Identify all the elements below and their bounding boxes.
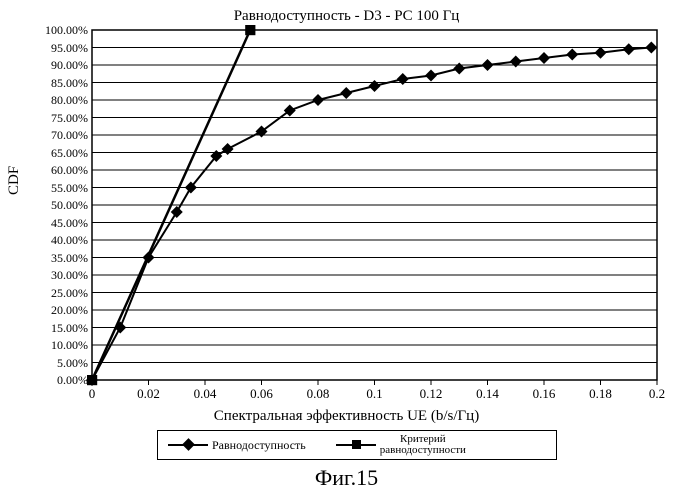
y-tick-label: 95.00% — [28, 41, 88, 56]
x-tick-label: 0.2 — [637, 386, 677, 402]
y-tick-label: 80.00% — [28, 93, 88, 108]
chart-page: { "chart": { "type": "line", "title": "Р… — [0, 0, 693, 500]
x-tick-label: 0.12 — [411, 386, 451, 402]
legend-sample-square — [336, 435, 376, 455]
x-tick-label: 0.06 — [242, 386, 282, 402]
x-tick-label: 0.16 — [524, 386, 564, 402]
x-tick-label: 0.14 — [468, 386, 508, 402]
legend-sample-diamond — [168, 435, 208, 455]
y-tick-label: 55.00% — [28, 181, 88, 196]
x-tick-label: 0.18 — [581, 386, 621, 402]
y-tick-label: 90.00% — [28, 58, 88, 73]
x-tick-label: 0.08 — [298, 386, 338, 402]
legend-box: Равнодоступность Критерий равнодоступнос… — [157, 430, 557, 460]
y-tick-label: 65.00% — [28, 146, 88, 161]
x-tick-label: 0.1 — [355, 386, 395, 402]
x-tick-label: 0 — [72, 386, 112, 402]
figure-caption: Фиг.15 — [0, 465, 693, 491]
legend-label-ravno: Равнодоступность — [212, 438, 306, 453]
y-tick-label: 75.00% — [28, 111, 88, 126]
y-tick-label: 30.00% — [28, 268, 88, 283]
y-tick-label: 5.00% — [28, 356, 88, 371]
chart-svg — [0, 0, 693, 500]
legend-item-kriterij: Критерий равнодоступности — [336, 434, 466, 456]
x-tick-label: 0.04 — [185, 386, 225, 402]
legend-label-kriterij-l2: равнодоступности — [380, 445, 466, 456]
y-tick-label: 70.00% — [28, 128, 88, 143]
y-tick-label: 50.00% — [28, 198, 88, 213]
y-tick-label: 45.00% — [28, 216, 88, 231]
y-tick-label: 10.00% — [28, 338, 88, 353]
y-tick-label: 35.00% — [28, 251, 88, 266]
y-tick-label: 100.00% — [28, 23, 88, 38]
y-tick-label: 15.00% — [28, 321, 88, 336]
y-tick-label: 40.00% — [28, 233, 88, 248]
y-tick-label: 25.00% — [28, 286, 88, 301]
y-tick-label: 20.00% — [28, 303, 88, 318]
legend-item-ravno: Равнодоступность — [168, 435, 306, 455]
x-tick-label: 0.02 — [129, 386, 169, 402]
y-tick-label: 85.00% — [28, 76, 88, 91]
legend-label-kriterij: Критерий равнодоступности — [380, 434, 466, 456]
y-tick-label: 60.00% — [28, 163, 88, 178]
